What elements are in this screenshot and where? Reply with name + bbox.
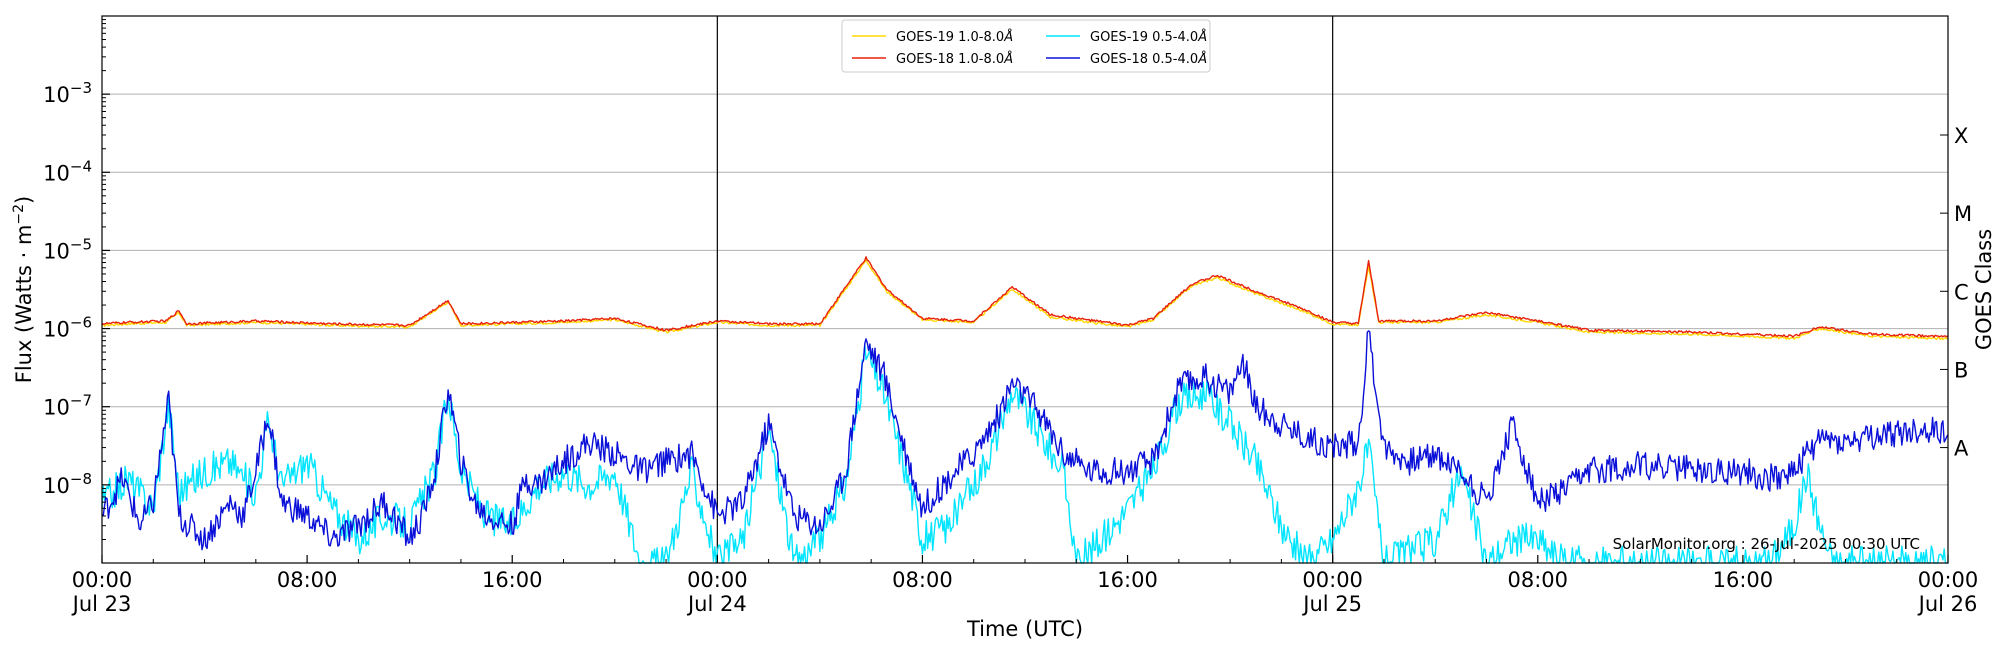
- series-line-1: [101, 259, 1949, 341]
- x-tick-label: 00:00: [687, 568, 748, 592]
- legend-entry: GOES-19 1.0-8.0Å: [896, 29, 1013, 45]
- y-axis-ticks: 10−8 10−7 10−6 10−5 10−4 10−3: [43, 19, 110, 540]
- x-axis-title: Time (UTC): [966, 617, 1083, 641]
- goes-class-label: B: [1954, 358, 1968, 382]
- legend-entry: GOES-18 1.0-8.0Å: [896, 51, 1013, 67]
- x-tick-label: 16:00: [1713, 568, 1774, 592]
- y-tick-label: 10−7: [43, 392, 92, 420]
- goes-class-label: X: [1954, 124, 1968, 148]
- legend-box: [841, 19, 1211, 73]
- x-tick-date-label: Jul 26: [1917, 592, 1978, 616]
- goes-class-label: C: [1954, 280, 1969, 304]
- x-tick-date-label: Jul 24: [686, 592, 747, 616]
- x-tick-label: 08:00: [892, 568, 953, 592]
- watermark-timestamp: SolarMonitor.org : 26-Jul-2025 00:30 UTC: [1613, 535, 1920, 553]
- series-line-2: [101, 256, 1949, 338]
- x-tick-label: 00:00: [1918, 568, 1979, 592]
- y-tick-label: 10−4: [43, 157, 92, 185]
- x-tick-label: 16:00: [482, 568, 543, 592]
- series-layer: [101, 256, 1949, 564]
- x-tick-date-label: Jul 23: [71, 592, 132, 616]
- y-tick-label: 10−8: [43, 470, 92, 498]
- legend-entry: GOES-19 0.5-4.0Å: [1090, 29, 1207, 45]
- y-gridlines: [102, 93, 1948, 486]
- series-line-4: [101, 330, 1949, 551]
- y-axis-title: Flux (Watts · m−2): [11, 196, 36, 384]
- x-tick-label: 08:00: [277, 568, 338, 592]
- goes-class-label: A: [1954, 437, 1969, 461]
- goes-class-labels: A B C M X: [1940, 124, 1972, 461]
- y-tick-label: 10−5: [43, 235, 92, 263]
- y-tick-label: 10−6: [43, 314, 92, 342]
- series-line-3: [101, 344, 1948, 564]
- plot-frame: [101, 15, 1949, 564]
- x-tick-label: 00:00: [1302, 568, 1363, 592]
- goes-class-label: M: [1954, 202, 1972, 226]
- x-tick-label: 08:00: [1508, 568, 1569, 592]
- y-tick-label: 10−3: [43, 79, 92, 107]
- x-tick-label: 16:00: [1097, 568, 1158, 592]
- day-boundary-lines: [716, 16, 1334, 563]
- legend: GOES-19 1.0-8.0Å GOES-18 1.0-8.0Å GOES-19 …: [841, 19, 1211, 73]
- x-tick-date-label: Jul 25: [1301, 592, 1362, 616]
- goes-class-axis-title: GOES Class: [1972, 229, 1996, 350]
- x-tick-label: 00:00: [72, 568, 133, 592]
- legend-entry: GOES-18 0.5-4.0Å: [1090, 51, 1207, 67]
